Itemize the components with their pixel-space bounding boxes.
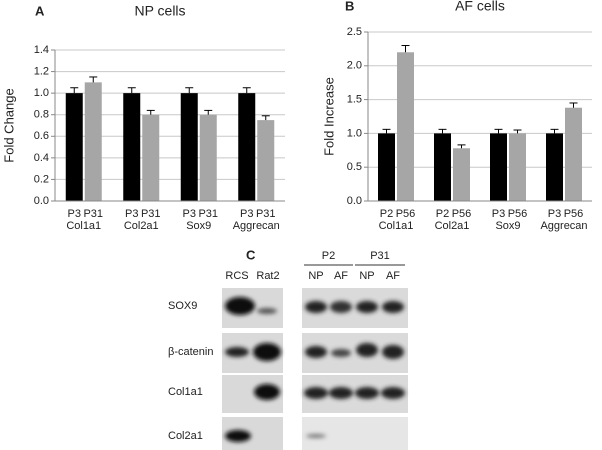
error-bar [185, 87, 194, 94]
error-bar [70, 87, 79, 94]
lane-label: AF [334, 270, 348, 282]
bar [378, 133, 395, 201]
error-bar [127, 87, 136, 94]
western-blot: C RCS Rat2 P2 NP AF P31 NP AF SOX9 β-catenin Col1a1… [168, 247, 408, 450]
y-tick-label: 1.4 [34, 44, 49, 56]
bar [453, 148, 470, 201]
bar [565, 107, 582, 201]
y-tick-label: 1.2 [34, 65, 49, 77]
x-tick-label: Col1a1 [379, 220, 414, 232]
bar [257, 120, 275, 201]
bar-label: P2 [380, 208, 393, 220]
chart-title: NP cells [134, 3, 185, 19]
y-axis-label: Fold Change [1, 88, 16, 162]
bar [397, 52, 414, 201]
y-tick-label: 0.4 [34, 152, 49, 164]
bar [546, 133, 563, 201]
bar-label: P31 [141, 208, 161, 220]
bar [65, 93, 83, 201]
chart-title: AF cells [455, 0, 505, 14]
y-tick-label: 1.0 [347, 127, 362, 139]
row-label: Col1a1 [168, 386, 203, 398]
bar-label: P3 [240, 208, 253, 220]
error-bar [569, 102, 578, 108]
error-bar [146, 109, 155, 115]
bar-label: P31 [83, 208, 103, 220]
error-bar [401, 45, 410, 53]
y-tick-label: 2.0 [347, 60, 362, 72]
lane-label: AF [386, 270, 400, 282]
bar-label: P2 [436, 208, 449, 220]
error-bar [89, 76, 98, 83]
bands [225, 297, 405, 442]
y-tick-label: 1.5 [347, 94, 362, 106]
x-tick-label: Col1a1 [66, 220, 101, 232]
bar-label: P56 [452, 208, 472, 220]
lane-label: NP [359, 270, 374, 282]
error-bar [204, 109, 213, 115]
bar [123, 93, 141, 201]
bar [84, 82, 102, 201]
x-tick-label: Sox9 [186, 220, 211, 232]
y-tick-label: 0.5 [347, 161, 362, 173]
error-bar [457, 144, 466, 149]
blot-box [302, 417, 408, 450]
bar [238, 93, 256, 201]
y-tick-label: 0.2 [34, 173, 49, 185]
bar [180, 93, 198, 201]
error-bar [494, 128, 503, 134]
bar [199, 114, 217, 201]
y-tick-label: 2.5 [347, 26, 362, 38]
x-tick-label: Col2a1 [124, 220, 159, 232]
row-label: SOX9 [168, 300, 197, 312]
error-bar [550, 128, 559, 134]
bar [509, 133, 526, 201]
error-bar [513, 129, 522, 134]
group-label: P31 [370, 250, 390, 262]
bar-label: P31 [198, 208, 218, 220]
bar-label: P56 [508, 208, 528, 220]
error-bar [242, 87, 251, 94]
error-bar [382, 128, 391, 134]
lane-label: Rat2 [256, 270, 279, 282]
error-bar [438, 128, 447, 134]
bar-label: P3 [492, 208, 505, 220]
lane-label: NP [308, 270, 323, 282]
bar [490, 133, 507, 201]
y-tick-label: 0.8 [34, 109, 49, 121]
bar-label: P3 [125, 208, 138, 220]
bar-label: P56 [564, 208, 584, 220]
x-tick-label: Sox9 [495, 220, 520, 232]
bar [142, 114, 160, 201]
y-tick-label: 0.0 [347, 195, 362, 207]
panel-label: B [345, 0, 354, 13]
y-tick-label: 1.0 [34, 87, 49, 99]
bar-label: P56 [396, 208, 416, 220]
bar-label: P3 [68, 208, 81, 220]
y-tick-label: 0.0 [34, 195, 49, 207]
bar [434, 133, 451, 201]
bar-label: P3 [548, 208, 561, 220]
bar-label: P31 [256, 208, 276, 220]
x-tick-label: Col2a1 [435, 220, 470, 232]
error-bar [261, 115, 270, 121]
x-tick-label: Aggrecan [540, 220, 587, 232]
y-axis-label: Fold Increase [321, 77, 336, 156]
lane-label: RCS [225, 270, 248, 282]
x-tick-label: Aggrecan [233, 220, 280, 232]
panel-label: C [246, 247, 256, 262]
row-label: Col2a1 [168, 430, 203, 442]
panel-label: A [35, 3, 45, 18]
row-label: β-catenin [168, 346, 213, 358]
y-tick-label: 0.6 [34, 130, 49, 142]
bar-label: P3 [183, 208, 196, 220]
group-label: P2 [322, 250, 335, 262]
